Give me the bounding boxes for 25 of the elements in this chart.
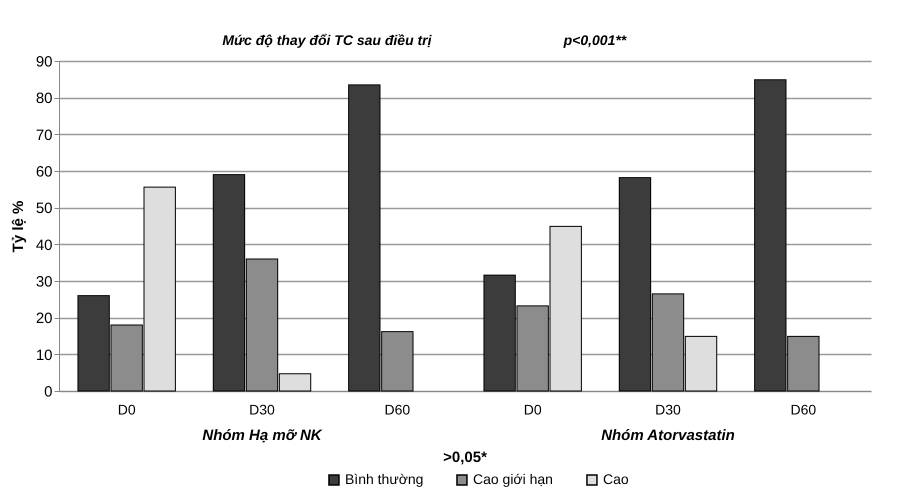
y-tick-label: 60 bbox=[36, 164, 52, 180]
y-tick-label: 20 bbox=[36, 310, 52, 328]
x-tick-label: D0 bbox=[118, 402, 136, 418]
legend-label: Cao giới hạn bbox=[472, 471, 553, 487]
x-tick-label: D30 bbox=[249, 402, 276, 418]
y-tick-label: 0 bbox=[44, 384, 52, 400]
text: Nhóm Hạ mỡ NK bbox=[202, 427, 323, 444]
x-tick-label: D60 bbox=[790, 402, 816, 418]
legend-label: Bình thường bbox=[344, 471, 424, 487]
x-tick-label: D0 bbox=[524, 402, 542, 418]
legend-label: Cao bbox=[602, 471, 629, 487]
text: p<0,001** bbox=[562, 32, 627, 48]
text: >0,05* bbox=[443, 449, 488, 466]
y-tick-label: 30 bbox=[36, 274, 52, 290]
chart-title: Mức độ thay đổi TC sau điều trị bbox=[222, 32, 433, 48]
x-tick-label: D60 bbox=[384, 402, 410, 418]
text: Nhóm Atorvastatin bbox=[601, 427, 735, 444]
y-tick-label: 40 bbox=[36, 236, 52, 254]
y-tick-label: 10 bbox=[36, 346, 52, 364]
y-tick-label: 50 bbox=[36, 200, 52, 218]
x-tick-label: D30 bbox=[655, 402, 682, 418]
y-tick-label: 80 bbox=[36, 90, 52, 108]
y-tick-label: 70 bbox=[36, 126, 52, 144]
y-axis-title: Tỷ lệ % bbox=[10, 200, 27, 252]
y-tick-label: 90 bbox=[36, 54, 52, 70]
